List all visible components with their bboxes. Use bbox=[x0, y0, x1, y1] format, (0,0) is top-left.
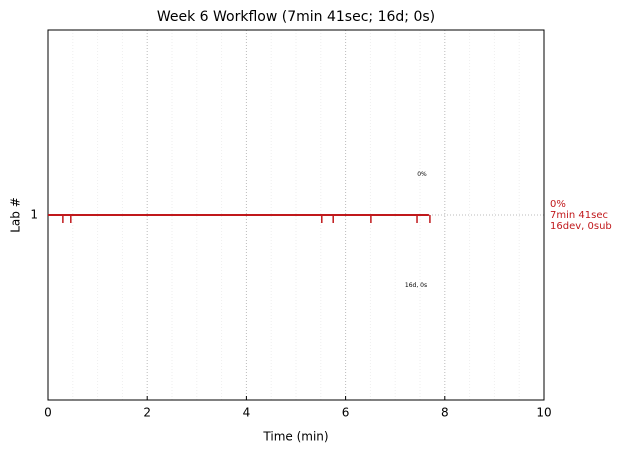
y-axis-label: Lab # bbox=[9, 197, 23, 233]
side-label: 0% bbox=[550, 199, 566, 210]
side-label: 7min 41sec bbox=[550, 210, 608, 221]
x-tick-label: 0 bbox=[44, 406, 52, 420]
annotation: 16d, 0s bbox=[405, 282, 427, 289]
x-tick-label: 4 bbox=[243, 406, 251, 420]
x-tick-label: 8 bbox=[441, 406, 449, 420]
annotation: 0% bbox=[417, 171, 427, 178]
chart-title: Week 6 Workflow (7min 41sec; 16d; 0s) bbox=[157, 9, 435, 25]
y-tick-label: 1 bbox=[30, 208, 38, 222]
x-tick-label: 2 bbox=[143, 406, 151, 420]
x-axis-label: Time (min) bbox=[262, 430, 328, 444]
x-tick-label: 10 bbox=[536, 406, 551, 420]
side-label: 16dev, 0sub bbox=[550, 221, 612, 232]
x-tick-label: 6 bbox=[342, 406, 350, 420]
